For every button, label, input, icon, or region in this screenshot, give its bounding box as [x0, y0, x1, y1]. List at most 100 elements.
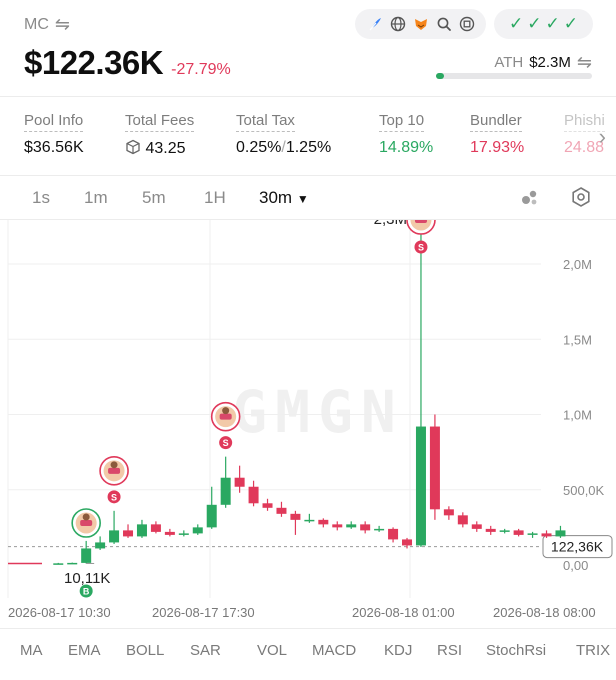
- indicator-ema[interactable]: EMA: [68, 642, 101, 659]
- indicator-kdj[interactable]: KDJ: [384, 642, 413, 659]
- candle-body: [276, 507, 287, 514]
- indicator-stochrsi[interactable]: StochRsi: [486, 642, 547, 659]
- candle-body: [332, 524, 343, 528]
- candle-body: [402, 539, 413, 546]
- market-cap-change: -27.79%: [171, 61, 231, 78]
- candle-body: [513, 530, 524, 535]
- ath-progress-bar: [436, 73, 592, 79]
- mc-label: MC: [24, 15, 49, 33]
- audit-checks[interactable]: ✓ ✓ ✓ ✓: [494, 9, 593, 39]
- indicator-trix[interactable]: TRIX: [576, 642, 611, 659]
- candle-body: [67, 562, 78, 565]
- candle-body: [234, 477, 245, 487]
- price-chart[interactable]: GMGN 2,0M 1,5M 1,0M 500,0K 0,00 2026-08-17 10:…: [0, 220, 616, 624]
- candle-body: [192, 527, 203, 534]
- timeframe-1s[interactable]: 1s: [32, 188, 50, 207]
- swap-icon[interactable]: ⇋: [54, 14, 70, 34]
- candle-body: [360, 524, 371, 531]
- stat-label: Total Fees: [125, 112, 195, 132]
- candle-body: [262, 503, 273, 508]
- trader-avatar-mask: [414, 220, 427, 223]
- low-label: 10,11K: [64, 570, 110, 587]
- candle-body: [304, 519, 315, 522]
- indicator-rsi[interactable]: RSI: [437, 642, 463, 659]
- indicator-macd[interactable]: MACD: [312, 642, 357, 659]
- stat-total-fees[interactable]: Total Fees 43.25: [125, 112, 195, 158]
- chevron-right-icon[interactable]: ›: [598, 124, 606, 149]
- check-icon: ✓: [563, 14, 578, 33]
- stat-value: 14.89%: [379, 139, 434, 156]
- candle-body: [429, 426, 440, 510]
- stat-bundler[interactable]: Bundler 17.93%: [470, 112, 524, 157]
- candle-body: [457, 515, 468, 525]
- y-tick-label: 1,5M: [563, 332, 592, 347]
- candle-body: [220, 477, 231, 505]
- globe-icon[interactable]: [389, 15, 407, 33]
- indicator-vol[interactable]: VOL: [257, 642, 288, 659]
- trade-marker-letter: S: [223, 438, 229, 448]
- candle-body: [471, 524, 482, 529]
- candle-body: [164, 531, 175, 535]
- trade-marker-letter: S: [418, 243, 424, 253]
- ath-value: $2.3M: [529, 54, 571, 71]
- trader-avatar-hair: [82, 513, 90, 521]
- candle-body: [123, 530, 134, 537]
- timeframe-label: 30m: [259, 188, 293, 207]
- feather-icon[interactable]: [366, 15, 384, 33]
- timeframe-bar: 1s 1m 5m 1H 30m ▼: [0, 176, 616, 220]
- token-stats: Pool Info $36.56K Total Fees 43.25 Total…: [0, 96, 616, 176]
- trade-marker-badge: [219, 436, 233, 450]
- fox-icon[interactable]: [412, 15, 430, 33]
- trade-marker-badge: [79, 584, 93, 598]
- trade-marker-badge: [107, 490, 121, 504]
- check-icon: ✓: [527, 14, 542, 33]
- candle-body: [388, 528, 399, 540]
- swap-icon[interactable]: ⇋: [576, 52, 592, 72]
- market-cap: $122.36K -27.79%: [24, 44, 231, 82]
- stat-value-row: 0.25%/1.25%: [236, 139, 331, 157]
- stat-pool-info[interactable]: Pool Info $36.56K: [24, 112, 84, 157]
- timeframe-30m[interactable]: 30m ▼: [259, 188, 309, 208]
- ath-label: ATH: [494, 54, 524, 71]
- stat-value: 0.25%: [236, 139, 282, 156]
- stat-value: $36.56K: [24, 139, 84, 156]
- stat-total-tax[interactable]: Total Tax 0.25%/1.25%: [236, 112, 331, 157]
- candle-body: [178, 533, 189, 535]
- timeframe-1h[interactable]: 1H: [204, 188, 226, 207]
- stat-label: Phishi: [564, 112, 605, 132]
- candle-body: [555, 530, 566, 537]
- timeframe-5m[interactable]: 5m: [142, 188, 166, 207]
- candle-body: [346, 524, 357, 528]
- divider: /: [281, 139, 286, 156]
- mc-label-row[interactable]: MC ⇋: [24, 14, 70, 35]
- check-icon: ✓: [545, 14, 560, 33]
- search-icon[interactable]: [435, 15, 453, 33]
- stat-top10[interactable]: Top 10 14.89%: [379, 112, 433, 157]
- ath-row[interactable]: ATH $2.3M ⇋: [494, 52, 592, 73]
- candle-body: [136, 524, 147, 537]
- caret-down-icon: ▼: [296, 192, 309, 206]
- candle-body: [109, 530, 120, 543]
- y-tick-label: 500,0K: [563, 483, 605, 498]
- trader-avatar: [410, 220, 432, 231]
- box-icon[interactable]: [458, 15, 476, 33]
- trader-avatar-hair: [222, 407, 230, 415]
- stat-label: Top 10: [379, 112, 425, 132]
- indicator-ma[interactable]: MA: [20, 642, 43, 659]
- stat-phishing[interactable]: Phishi 24.88: [564, 112, 605, 157]
- candlestick-chart[interactable]: GMGN 2,0M 1,5M 1,0M 500,0K 0,00 2026-08-17 10:…: [0, 220, 616, 624]
- link-icons: [355, 9, 486, 39]
- candle-body: [415, 426, 426, 546]
- stat-value-2: 1.25%: [285, 139, 332, 156]
- high-label: 2,3M: [374, 220, 407, 228]
- stat-value: 24.88: [564, 139, 605, 156]
- settings-icon[interactable]: [570, 186, 592, 214]
- trade-marker-letter: B: [83, 587, 90, 597]
- timeframe-1m[interactable]: 1m: [84, 188, 108, 207]
- indicator-boll[interactable]: BOLL: [126, 642, 165, 659]
- trade-marker-letter: S: [111, 492, 117, 502]
- candle-body: [206, 504, 217, 528]
- x-tick-label: 2026-08-18 08:00: [493, 605, 596, 620]
- chart-style-icon[interactable]: [518, 186, 540, 214]
- indicator-sar[interactable]: SAR: [190, 642, 221, 659]
